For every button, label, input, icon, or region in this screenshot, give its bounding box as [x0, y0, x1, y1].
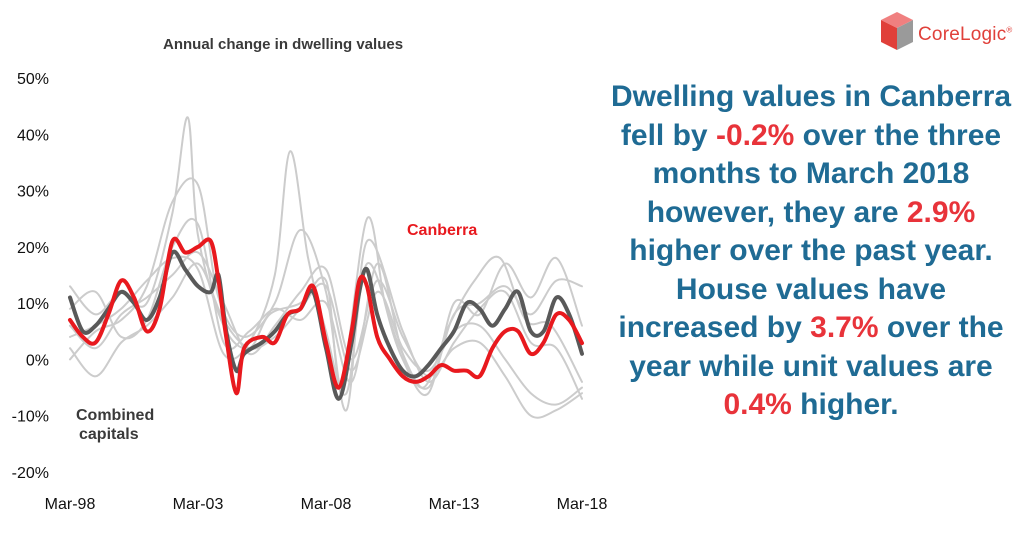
corelogic-cube-icon	[881, 12, 913, 50]
corelogic-wordmark: CoreLogic®	[918, 24, 1013, 46]
x-tick-label: Mar-08	[301, 496, 352, 513]
highlight-figure: 0.4%	[723, 388, 792, 421]
commentary-segment: Dwelling values in Canberra fell by	[610, 80, 1012, 152]
combined-label-line: capitals	[79, 426, 139, 443]
x-tick-label: Mar-18	[557, 496, 608, 513]
highlight-figure: 2.9%	[906, 195, 976, 229]
commentary-segment: over the three months to March 2018 howe…	[646, 118, 1002, 229]
series-layer	[68, 116, 584, 419]
commentary-segment: over the year while unit values are	[629, 311, 1004, 383]
y-tick-label: 50%	[17, 71, 49, 88]
y-tick-label: 40%	[17, 127, 49, 144]
canberra-series-label: Canberra	[407, 222, 477, 239]
canberra-series-line	[68, 236, 584, 396]
x-tick-label: Mar-13	[429, 496, 480, 513]
commentary-segment: higher.	[791, 388, 899, 421]
y-tick-label: -10%	[12, 409, 49, 426]
capital-city-series-line	[69, 217, 583, 390]
commentary-text: Dwelling values in Canberra fell by -0.2…	[606, 78, 1016, 425]
highlight-figure: 3.7%	[810, 311, 879, 344]
logo-trademark: ®	[1006, 25, 1013, 35]
combined-capitals-series-label: Combined capitals	[76, 407, 154, 443]
highlight-figure: -0.2%	[715, 118, 795, 152]
logo-text: CoreLogic	[918, 24, 1007, 45]
corelogic-logo: CoreLogic®	[878, 10, 1018, 58]
x-tick-label: Mar-03	[173, 496, 224, 513]
y-tick-label: 20%	[17, 240, 49, 257]
y-tick-label: 30%	[17, 184, 49, 201]
x-axis-ticks: Mar-98 Mar-03 Mar-08 Mar-13 Mar-18	[45, 496, 608, 513]
chart-title: Annual change in dwelling values	[163, 36, 403, 53]
commentary-segment: higher over the past year. House values …	[618, 234, 993, 344]
line-chart: Annual change in dwelling values 50% 40% 3…	[12, 36, 608, 513]
y-tick-label: -20%	[12, 465, 49, 482]
y-axis-ticks: 50% 40% 30% 20% 10% 0% -10% -20%	[12, 71, 49, 482]
x-tick-label: Mar-98	[45, 496, 96, 513]
y-tick-label: 10%	[17, 296, 49, 313]
y-tick-label: 0%	[26, 352, 49, 369]
combined-label-line: Combined	[76, 407, 154, 424]
